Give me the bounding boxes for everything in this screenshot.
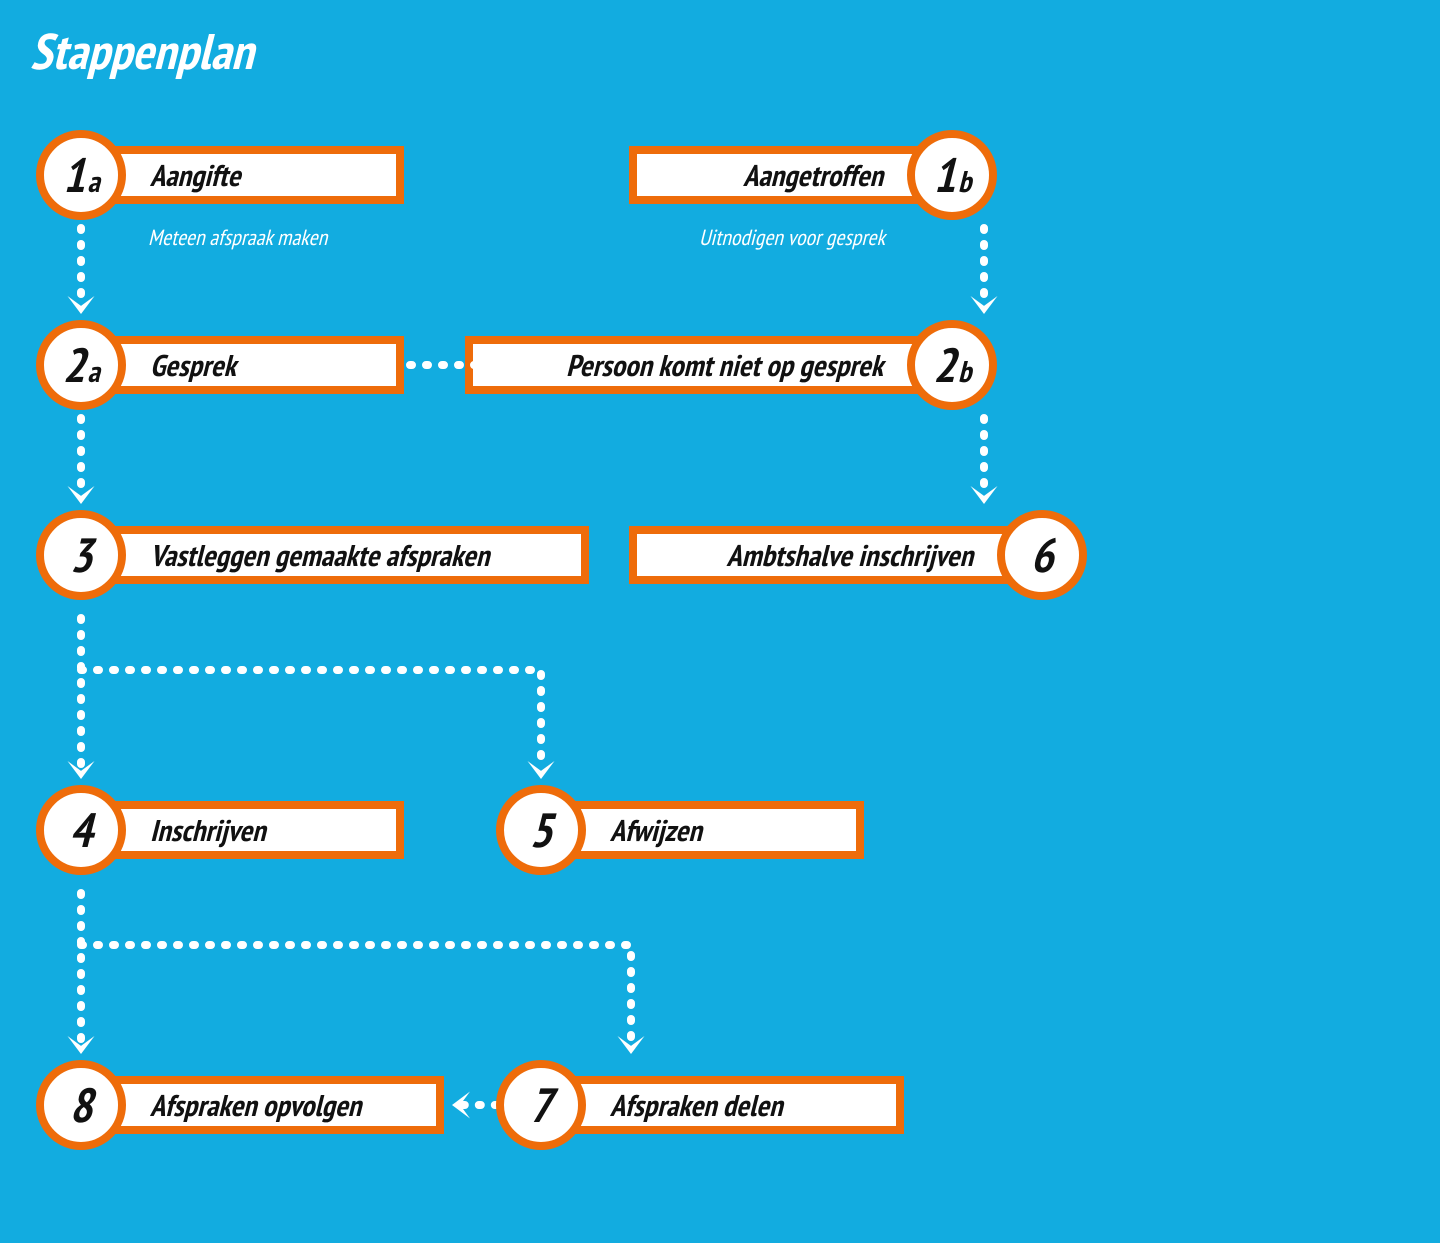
step-badge: 1b [907, 130, 997, 220]
step-badge: 8 [36, 1060, 126, 1150]
step-badge: 7 [496, 1060, 586, 1150]
arrow-a8-7 [0, 0, 1440, 1243]
step-number: 3 [70, 531, 93, 579]
step-number: 2a [62, 341, 99, 389]
flowchart-canvas: Stappenplan Aangifte1aMeteen afspraak ma… [0, 0, 1440, 1243]
step-badge: 2a [36, 320, 126, 410]
step-badge: 4 [36, 785, 126, 875]
step-number: 2b [933, 341, 971, 389]
step-number: 5 [530, 806, 553, 854]
step-badge: 1a [36, 130, 126, 220]
step-number: 8 [70, 1081, 93, 1129]
step-number: 6 [1031, 531, 1054, 579]
step-badge: 2b [907, 320, 997, 410]
step-number: 1a [62, 151, 99, 199]
step-badge: 3 [36, 510, 126, 600]
step-number: 7 [530, 1081, 553, 1129]
step-number: 4 [70, 806, 93, 854]
step-badge: 6 [997, 510, 1087, 600]
step-number: 1b [933, 151, 971, 199]
step-badge: 5 [496, 785, 586, 875]
